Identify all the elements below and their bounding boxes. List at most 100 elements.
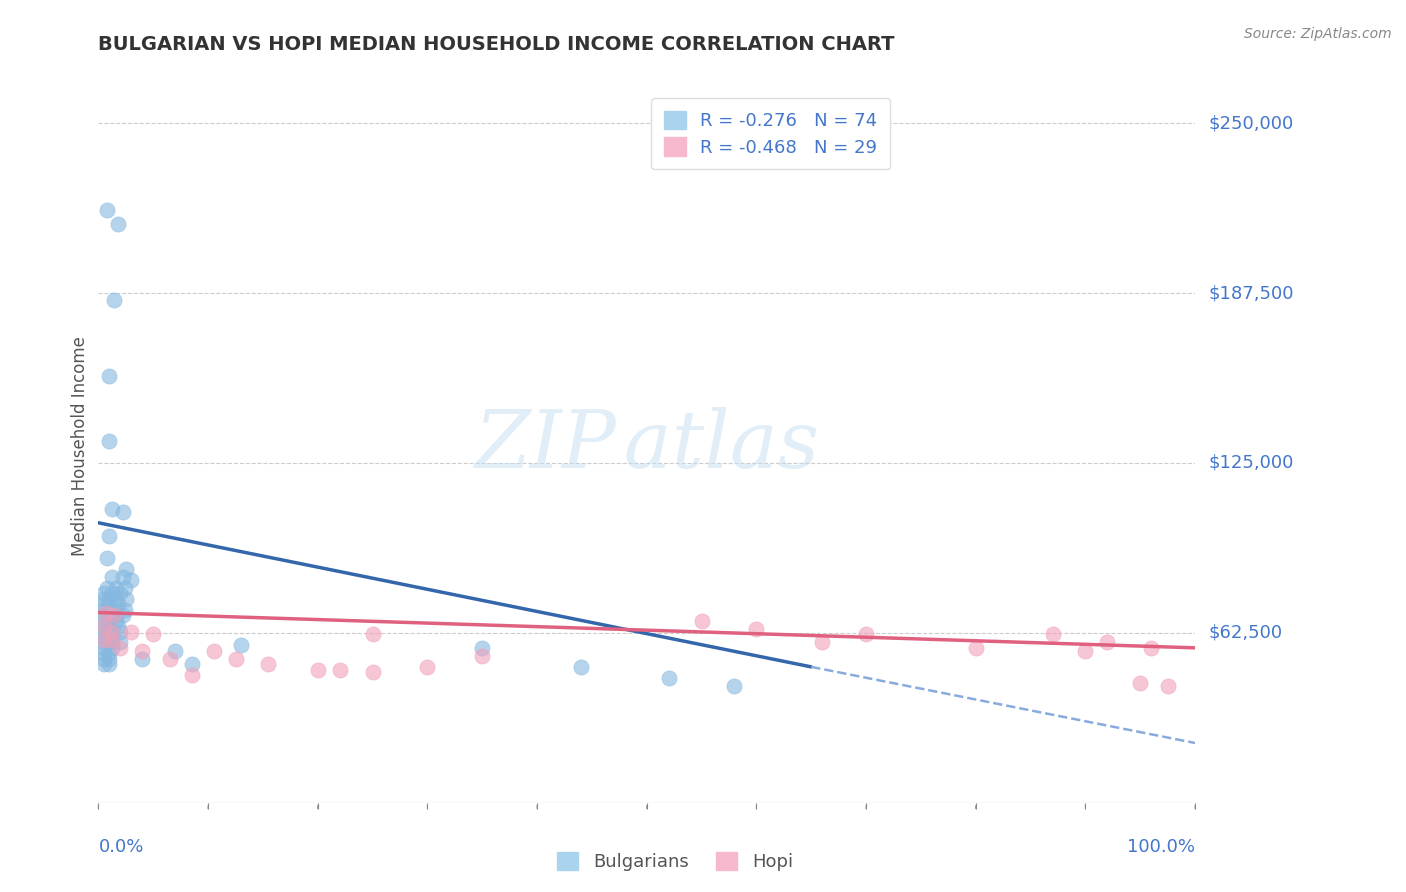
Y-axis label: Median Household Income: Median Household Income xyxy=(70,336,89,556)
Point xyxy=(104,614,127,628)
Point xyxy=(307,663,329,677)
Point xyxy=(98,598,121,612)
Point xyxy=(111,608,134,623)
Text: Source: ZipAtlas.com: Source: ZipAtlas.com xyxy=(1244,27,1392,41)
Point xyxy=(115,562,138,576)
Point xyxy=(416,660,439,674)
Point xyxy=(110,635,132,649)
Point xyxy=(471,648,494,663)
Point xyxy=(658,671,681,685)
Text: $250,000: $250,000 xyxy=(1209,114,1295,132)
Point xyxy=(111,505,134,519)
Point xyxy=(110,586,132,600)
Point xyxy=(93,608,115,623)
Point xyxy=(361,665,384,680)
Point xyxy=(107,217,129,231)
Point xyxy=(1097,635,1119,649)
Point xyxy=(98,657,121,672)
Point xyxy=(855,627,877,641)
Text: 0.0%: 0.0% xyxy=(98,838,143,856)
Point xyxy=(100,632,122,647)
Point xyxy=(1129,676,1152,690)
Point xyxy=(569,660,592,674)
Point xyxy=(100,624,122,639)
Point xyxy=(1157,679,1180,693)
Point xyxy=(142,627,165,641)
Point xyxy=(93,624,115,639)
Point xyxy=(115,591,138,606)
Point xyxy=(110,640,132,655)
Point xyxy=(93,591,115,606)
Point xyxy=(131,651,153,665)
Text: BULGARIAN VS HOPI MEDIAN HOUSEHOLD INCOME CORRELATION CHART: BULGARIAN VS HOPI MEDIAN HOUSEHOLD INCOM… xyxy=(98,35,896,54)
Point xyxy=(104,581,127,595)
Point xyxy=(93,619,115,633)
Text: $125,000: $125,000 xyxy=(1209,454,1295,472)
Point xyxy=(98,646,121,660)
Point xyxy=(96,203,118,218)
Legend: Bulgarians, Hopi: Bulgarians, Hopi xyxy=(550,845,800,879)
Point xyxy=(93,630,115,644)
Point xyxy=(100,586,122,600)
Point xyxy=(100,635,122,649)
Point xyxy=(93,651,115,665)
Point xyxy=(811,635,834,649)
Point xyxy=(1042,627,1064,641)
Point xyxy=(93,619,115,633)
Point xyxy=(98,529,121,543)
Point xyxy=(159,651,181,665)
Point xyxy=(98,591,121,606)
Point xyxy=(98,608,121,623)
Point xyxy=(100,502,122,516)
Point xyxy=(96,581,118,595)
Point xyxy=(361,627,384,641)
Point xyxy=(745,622,768,636)
Point xyxy=(93,646,115,660)
Point xyxy=(98,369,121,384)
Legend: R = -0.276   N = 74, R = -0.468   N = 29: R = -0.276 N = 74, R = -0.468 N = 29 xyxy=(651,98,890,169)
Point xyxy=(93,632,115,647)
Point xyxy=(111,570,134,584)
Point xyxy=(471,640,494,655)
Point xyxy=(225,651,247,665)
Text: $62,500: $62,500 xyxy=(1209,624,1284,642)
Point xyxy=(107,598,129,612)
Point xyxy=(229,638,252,652)
Point xyxy=(93,635,115,649)
Point xyxy=(120,624,142,639)
Point xyxy=(329,663,352,677)
Point xyxy=(100,630,122,644)
Point xyxy=(100,570,122,584)
Point xyxy=(93,598,115,612)
Point xyxy=(110,624,132,639)
Point xyxy=(114,603,136,617)
Point xyxy=(107,619,129,633)
Point xyxy=(1140,640,1163,655)
Point xyxy=(1074,643,1097,657)
Point xyxy=(104,608,127,623)
Point xyxy=(723,679,745,693)
Point xyxy=(114,581,136,595)
Point xyxy=(98,434,121,449)
Point xyxy=(93,614,115,628)
Point xyxy=(98,603,121,617)
Point xyxy=(180,657,202,672)
Point xyxy=(257,657,280,672)
Text: $187,500: $187,500 xyxy=(1209,284,1295,302)
Point xyxy=(100,640,122,655)
Point xyxy=(100,624,122,639)
Point xyxy=(202,643,225,657)
Point xyxy=(103,608,125,623)
Point xyxy=(103,293,125,307)
Point xyxy=(93,640,115,655)
Point xyxy=(93,586,115,600)
Point xyxy=(965,640,987,655)
Point xyxy=(98,619,121,633)
Point xyxy=(690,614,713,628)
Point xyxy=(93,603,115,617)
Point xyxy=(120,573,142,587)
Point xyxy=(104,603,127,617)
Point xyxy=(165,643,187,657)
Point xyxy=(180,668,202,682)
Point xyxy=(94,606,117,620)
